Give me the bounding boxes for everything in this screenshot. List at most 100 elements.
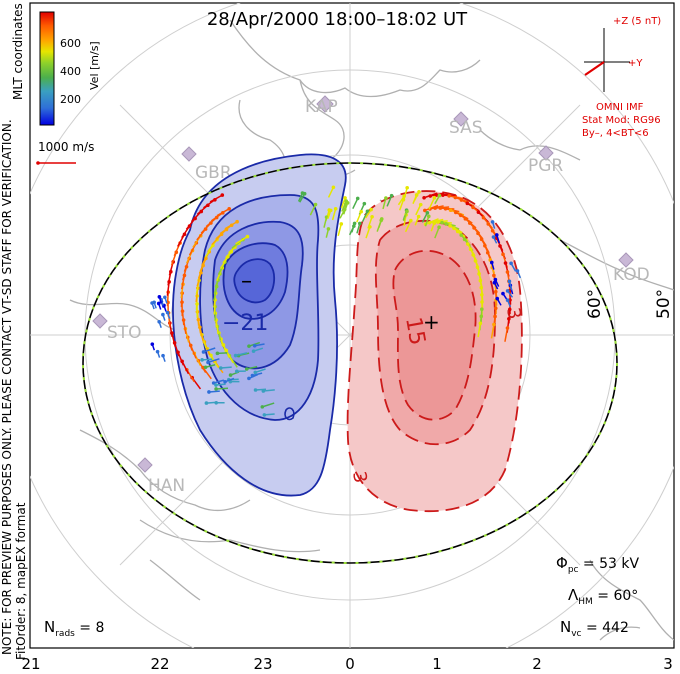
velocity-vector-origin <box>463 238 467 242</box>
velocity-vector-origin <box>428 194 432 198</box>
mlt-label-1: 1 <box>432 655 442 673</box>
velocity-vector-origin <box>492 235 496 239</box>
velocity-vector-origin <box>449 208 453 212</box>
velocity-vector-origin <box>150 301 154 305</box>
imf-model: Stat Mod: RG96 <box>582 115 661 126</box>
velocity-vector-origin <box>468 221 472 225</box>
mlt-label-3: 3 <box>663 655 673 673</box>
velocity-vector-origin <box>356 197 360 201</box>
stat-n-rads: Nrads = 8 <box>44 618 104 639</box>
station-label-han: HAN <box>148 476 185 496</box>
velocity-vector-origin <box>490 261 494 265</box>
velocity-vector-origin <box>448 224 452 228</box>
velocity-vector-origin <box>417 190 421 194</box>
velocity-vector-origin <box>482 216 486 220</box>
velocity-vector-origin <box>247 344 251 348</box>
velocity-vector-origin <box>494 278 498 282</box>
velocity-vector-origin <box>343 208 347 212</box>
velocity-vector-origin <box>480 307 484 311</box>
velocity-vector-origin <box>438 194 442 198</box>
velocity-vector-origin <box>472 226 476 230</box>
velocity-vector-origin <box>263 413 267 417</box>
velocity-vector-origin <box>245 367 249 371</box>
velocity-vector-origin <box>329 209 333 213</box>
mlt-label-21: 21 <box>21 655 40 673</box>
velocity-vector-origin <box>469 247 473 251</box>
velocity-vector-origin <box>504 261 508 265</box>
velocity-vector-origin <box>422 196 426 200</box>
velocity-vector-origin <box>402 194 406 198</box>
velocity-vector-origin <box>493 315 497 319</box>
velocity-vector-origin <box>432 221 436 225</box>
velocity-vector-origin <box>216 352 220 356</box>
latitude-label-60: 60° <box>585 289 605 319</box>
velocity-vector-origin <box>506 270 510 274</box>
velocity-vector-origin <box>202 350 206 354</box>
velocity-vector-origin <box>464 217 468 221</box>
velocity-vector-origin <box>436 220 440 224</box>
velocity-vector-origin <box>417 215 421 219</box>
velocity-vector-origin <box>235 220 239 224</box>
velocity-vector-origin <box>200 358 204 362</box>
velocity-vector-origin <box>428 221 432 225</box>
mlt-label-2: 2 <box>532 655 542 673</box>
velocity-vector-origin <box>506 289 510 293</box>
mlt-label-0: 0 <box>345 655 355 673</box>
stat-nvc-symbol: N <box>560 618 571 636</box>
velocity-vector-origin <box>206 361 210 365</box>
velocity-vector-origin <box>480 238 484 242</box>
velocity-vector-origin <box>214 383 218 387</box>
velocity-vector-origin <box>476 232 480 236</box>
velocity-vector-origin <box>253 344 257 348</box>
velocity-vector-origin <box>486 222 490 226</box>
velocity-vector-origin <box>161 313 165 317</box>
velocity-vector-origin <box>427 215 431 219</box>
velocity-vector-origin <box>219 366 223 370</box>
velocity-vector-origin <box>390 194 394 198</box>
velocity-vector-origin <box>480 293 484 297</box>
stat-nrads-sub: rads <box>55 629 75 639</box>
contour-label-negative: −21 <box>222 311 268 336</box>
velocity-vector-origin <box>437 225 441 229</box>
velocity-vector-origin <box>327 227 331 231</box>
colorbar-unit-label: Vel [m/s] <box>88 41 101 90</box>
velocity-vector-origin <box>492 323 496 327</box>
station-label-kap: KAP <box>305 97 338 117</box>
imf-y-label: +Y <box>628 58 643 69</box>
velocity-vector-origin <box>466 242 470 246</box>
velocity-scale-label: 1000 m/s <box>38 140 94 154</box>
velocity-vector-origin <box>419 203 423 207</box>
stat-nrads-value: = 8 <box>75 620 105 636</box>
velocity-vector-origin <box>405 186 409 190</box>
velocity-vector-origin <box>151 342 155 346</box>
velocity-vector-origin <box>161 354 165 358</box>
velocity-vector-origin <box>223 380 227 384</box>
velocity-vector-origin <box>441 193 445 197</box>
velocity-vector-origin <box>352 224 356 228</box>
velocity-vector-origin <box>214 401 218 405</box>
velocity-vector-origin <box>479 322 483 326</box>
velocity-vector-origin <box>204 365 208 369</box>
coordinate-system: MLT coordinates <box>11 3 25 100</box>
velocity-vector-origin <box>334 207 338 211</box>
velocity-vector-origin <box>433 196 437 200</box>
imf-source: OMNI IMF <box>596 102 644 113</box>
potential-min-marker: – <box>241 269 252 294</box>
velocity-vector-origin <box>220 193 224 197</box>
velocity-vector-origin <box>479 286 483 290</box>
velocity-vector-origin <box>466 202 470 206</box>
velocity-vector-origin <box>508 280 512 284</box>
velocity-vector-origin <box>459 233 463 237</box>
velocity-vector-origin <box>501 292 505 296</box>
stat-nrads-symbol: N <box>44 618 55 636</box>
velocity-vector-origin <box>460 198 464 202</box>
velocity-vector-origin <box>456 230 460 234</box>
velocity-vector-origin <box>477 210 481 214</box>
stat-nvc-value: = 442 <box>582 620 629 636</box>
velocity-scale-dot <box>36 161 40 165</box>
velocity-vector-origin <box>358 222 362 226</box>
velocity-vector-origin <box>486 251 490 255</box>
velocity-vector-origin <box>234 354 238 358</box>
velocity-vector-origin <box>495 233 499 237</box>
